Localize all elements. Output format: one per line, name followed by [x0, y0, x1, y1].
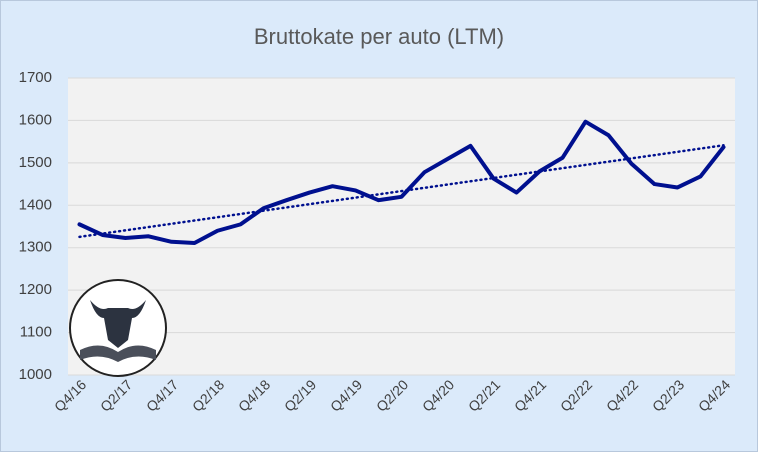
y-tick-label: 1300: [19, 239, 52, 256]
y-tick-label: 1000: [19, 366, 52, 383]
logo: [69, 279, 167, 377]
chart-title: Bruttokate per auto (LTM): [254, 24, 504, 49]
trendline: [78, 144, 725, 239]
y-tick-label: 1600: [19, 111, 52, 128]
y-tick-label: 1100: [20, 324, 52, 341]
y-tick-label: 1200: [19, 281, 52, 298]
y-tick-label: 1400: [19, 196, 52, 213]
line-series: [77, 119, 726, 246]
y-tick-label: 1700: [19, 69, 52, 86]
plot-area: [68, 78, 735, 375]
y-tick-label: 1500: [19, 154, 52, 171]
